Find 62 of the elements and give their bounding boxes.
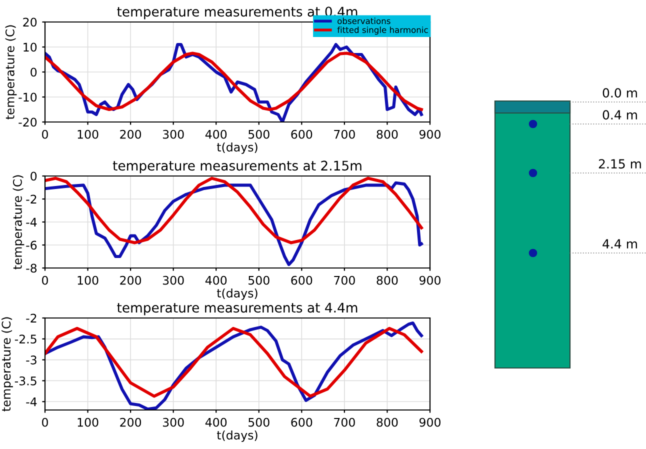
- x-tick-label: 0: [42, 418, 48, 427]
- y-axis-title: temperature (C): [5, 25, 17, 120]
- x-tick-label: 600: [291, 418, 312, 427]
- y-tick-label: 10: [24, 42, 37, 52]
- x-tick-label: 700: [334, 276, 355, 285]
- text: 2.15 m: [598, 159, 641, 169]
- x-tick-label: 700: [334, 130, 355, 139]
- x-tick-label: 300: [162, 276, 184, 285]
- legend-label: observations: [338, 18, 390, 24]
- y-axis-title: temperature (C): [2, 317, 13, 412]
- x-tick-label: 600: [291, 130, 312, 139]
- x-tick-label: 400: [205, 418, 227, 427]
- x-tick-label: 200: [120, 418, 142, 427]
- x-tick-label: 300: [162, 418, 184, 427]
- x-tick-label: 500: [248, 130, 270, 139]
- x-tick-label: 400: [205, 276, 227, 285]
- y-tick-label: -2: [26, 194, 36, 204]
- x-tick-label: 100: [78, 276, 98, 285]
- y-tick-label: -4: [26, 218, 37, 226]
- y-tick-label: -8: [26, 264, 37, 273]
- y-tick-label: -20: [18, 118, 37, 127]
- x-tick-label: 500: [248, 276, 270, 285]
- x-tick-label: 500: [248, 418, 270, 427]
- x-axis-title: t(days): [216, 430, 258, 442]
- x-tick-label: 100: [78, 130, 98, 139]
- y-tick-label: -3: [26, 356, 36, 364]
- x-tick-label: 900: [419, 276, 440, 285]
- y-tick-label: 0: [30, 172, 37, 181]
- text: 0.0 m: [602, 88, 637, 98]
- chart-title: temperature measurements at 2.15m: [112, 160, 362, 174]
- x-tick-label: 200: [120, 130, 142, 139]
- legend-label: fitted single harmonic: [337, 26, 428, 35]
- x-tick-label: 600: [291, 276, 312, 285]
- y-tick-label: -2: [26, 314, 36, 322]
- x-tick-label: 800: [376, 418, 398, 427]
- x-tick-label: 700: [334, 418, 355, 427]
- x-tick-label: 400: [205, 130, 227, 139]
- y-tick-label: 0: [30, 68, 37, 77]
- x-tick-label: 200: [120, 276, 142, 285]
- line-series: [45, 176, 423, 244]
- line-series: [45, 52, 423, 112]
- x-tick-label: 0: [42, 276, 48, 285]
- text: 0.4 m: [602, 110, 637, 120]
- y-axis-title: temperature (C): [12, 175, 24, 270]
- x-axis-title: t(days): [216, 288, 258, 300]
- line-series: [45, 326, 423, 398]
- x-axis-title: t(days): [216, 142, 258, 154]
- x-tick-label: 900: [419, 130, 440, 139]
- y-tick-label: -2.5: [14, 334, 36, 344]
- y-tick-label: -10: [18, 92, 37, 102]
- y-tick-label: -6: [26, 240, 37, 250]
- x-tick-label: 800: [376, 276, 398, 285]
- y-tick-label: -4: [26, 398, 37, 406]
- y-tick-label: 20: [23, 18, 37, 27]
- y-tick-label: -3.5: [14, 376, 36, 386]
- x-tick-label: 300: [162, 130, 184, 139]
- text: 4.4 m: [602, 239, 637, 248]
- x-tick-label: 900: [419, 418, 440, 427]
- x-tick-label: 800: [376, 130, 398, 139]
- x-tick-label: 0: [42, 130, 48, 139]
- x-tick-label: 100: [78, 418, 98, 427]
- chart-title: temperature measurements at 4.4m: [117, 302, 358, 316]
